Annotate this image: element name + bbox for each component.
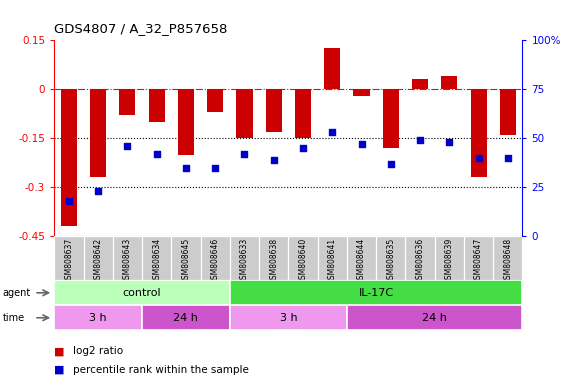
- Text: GSM808639: GSM808639: [445, 237, 454, 284]
- Text: time: time: [3, 313, 25, 323]
- Point: [416, 137, 425, 143]
- Point: [123, 143, 132, 149]
- Text: GSM808646: GSM808646: [211, 237, 220, 284]
- Bar: [266, 89, 282, 132]
- Point: [152, 151, 161, 157]
- Bar: [230, 280, 522, 305]
- Point: [503, 155, 512, 161]
- Text: GSM808647: GSM808647: [474, 237, 483, 284]
- Bar: [441, 76, 457, 89]
- Point: [269, 157, 278, 163]
- Bar: [236, 89, 252, 138]
- Bar: [142, 305, 230, 330]
- Text: agent: agent: [3, 288, 31, 298]
- Bar: [54, 280, 230, 305]
- Bar: [295, 89, 311, 138]
- Point: [328, 129, 337, 136]
- Bar: [383, 89, 399, 148]
- Point: [211, 164, 220, 170]
- Text: GSM808645: GSM808645: [182, 237, 191, 284]
- Bar: [353, 89, 369, 96]
- Bar: [230, 305, 347, 330]
- Bar: [324, 48, 340, 89]
- Bar: [148, 89, 164, 122]
- Bar: [471, 89, 486, 177]
- Text: 24 h: 24 h: [174, 313, 198, 323]
- Text: percentile rank within the sample: percentile rank within the sample: [73, 365, 248, 375]
- Text: control: control: [123, 288, 162, 298]
- Text: GSM808635: GSM808635: [386, 237, 395, 284]
- Text: GDS4807 / A_32_P857658: GDS4807 / A_32_P857658: [54, 22, 228, 35]
- Text: GSM808636: GSM808636: [416, 237, 425, 284]
- Bar: [90, 89, 106, 177]
- Point: [240, 151, 249, 157]
- Bar: [412, 79, 428, 89]
- Bar: [347, 305, 522, 330]
- Bar: [178, 89, 194, 155]
- Point: [182, 164, 191, 170]
- Text: 3 h: 3 h: [89, 313, 107, 323]
- Point: [445, 139, 454, 145]
- Text: GSM808637: GSM808637: [65, 237, 74, 284]
- Text: GSM808642: GSM808642: [94, 237, 103, 284]
- Point: [474, 155, 483, 161]
- Text: GSM808640: GSM808640: [299, 237, 308, 284]
- Text: log2 ratio: log2 ratio: [73, 346, 123, 356]
- Bar: [54, 305, 142, 330]
- Bar: [207, 89, 223, 112]
- Point: [94, 188, 103, 194]
- Text: ■: ■: [54, 365, 65, 375]
- Point: [357, 141, 366, 147]
- Point: [299, 145, 308, 151]
- Point: [65, 198, 74, 204]
- Text: GSM808633: GSM808633: [240, 237, 249, 284]
- Text: 3 h: 3 h: [280, 313, 297, 323]
- Bar: [61, 89, 77, 227]
- Text: GSM808638: GSM808638: [269, 237, 278, 284]
- Text: GSM808648: GSM808648: [503, 237, 512, 284]
- Text: ■: ■: [54, 346, 65, 356]
- Text: IL-17C: IL-17C: [359, 288, 394, 298]
- Point: [386, 161, 395, 167]
- Text: GSM808634: GSM808634: [152, 237, 161, 284]
- Text: 24 h: 24 h: [422, 313, 447, 323]
- Bar: [119, 89, 135, 115]
- Bar: [500, 89, 516, 135]
- Text: GSM808643: GSM808643: [123, 237, 132, 284]
- Text: GSM808641: GSM808641: [328, 237, 337, 284]
- Text: GSM808644: GSM808644: [357, 237, 366, 284]
